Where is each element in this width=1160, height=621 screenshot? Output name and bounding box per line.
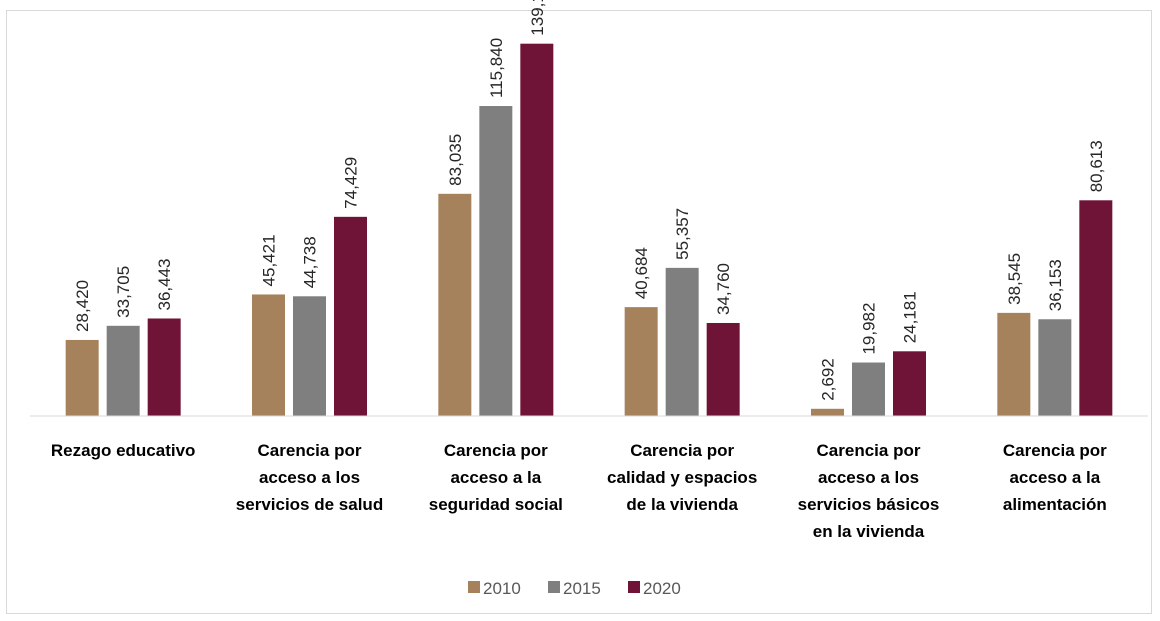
value-label-2015-cat-1: 33,705 [114,266,133,318]
legend: 2010 2015 2020 [468,579,681,598]
category-label-line: acceso a los [259,468,360,487]
bar-2020-cat-5 [893,351,926,416]
legend-label-2010: 2010 [483,579,521,598]
value-label-2020-cat-5: 24,181 [901,291,920,343]
bar-2015-cat-6 [1038,319,1072,416]
category-label-line: servicios de salud [236,495,383,514]
value-label-2010-cat-3: 83,035 [446,134,465,186]
legend-swatch-2015 [548,581,560,593]
value-label-2015-cat-6: 36,153 [1046,259,1065,311]
category-labels-layer: Rezago educativo Carencia por acceso a los… [51,441,1107,541]
value-label-2010-cat-1: 28,420 [73,280,92,332]
bar-2020-cat-1 [147,318,181,416]
bar-2015-cat-3 [479,106,513,416]
category-label-line: calidad y espacios [607,468,757,487]
value-label-2010-cat-6: 38,545 [1005,253,1024,305]
category-label-line: Rezago educativo [51,441,196,460]
value-label-2015-cat-4: 55,357 [673,208,692,260]
value-label-2015-cat-5: 19,982 [860,303,879,355]
legend-swatch-2010 [468,581,480,593]
bar-2010-cat-6 [997,312,1031,416]
category-label-line: acceso a la [1009,468,1100,487]
category-label-4: Carencia por calidad y espacios de la vivi… [607,441,757,514]
category-label-line: Carencia por [444,441,548,460]
bar-2015-cat-5 [852,362,885,416]
value-label-2020-cat-4: 34,760 [714,263,733,315]
bar-2020-cat-6 [1079,200,1113,416]
category-label-line: seguridad social [429,495,563,514]
category-label-line: acceso a los [818,468,919,487]
value-label-2010-cat-2: 45,421 [260,234,279,286]
bar-2010-cat-1 [65,339,99,416]
chart-frame [6,10,1152,614]
value-label-2020-cat-3: 139,137 [528,0,547,36]
category-label-line: alimentación [1003,495,1107,514]
legend-swatch-2020 [628,581,640,593]
value-label-2015-cat-3: 115,840 [487,38,506,98]
category-label-line: de la vivienda [626,495,738,514]
category-label-line: Carencia por [1003,441,1107,460]
category-label-5: Carencia por acceso a los servicios básico… [798,441,940,541]
value-label-2020-cat-1: 36,443 [155,258,174,310]
bar-2010-cat-4 [624,307,658,416]
category-label-line: servicios básicos [798,495,940,514]
bar-2020-cat-2 [334,216,367,416]
bar-2015-cat-4 [665,267,699,416]
category-label-2: Carencia por acceso a los servicios de sal… [236,441,383,514]
value-label-2010-cat-4: 40,684 [632,247,651,299]
category-label-line: en la vivienda [813,522,925,541]
value-label-2020-cat-6: 80,613 [1087,140,1106,192]
legend-label-2020: 2020 [643,579,681,598]
category-label-line: Carencia por [258,441,362,460]
bar-2015-cat-1 [106,325,140,416]
category-label-6: Carencia por acceso a la alimentación [1003,441,1107,514]
category-label-3: Carencia por acceso a la seguridad social [429,441,563,514]
value-label-2015-cat-2: 44,738 [301,236,320,288]
bar-2010-cat-2 [252,294,285,416]
bar-2020-cat-4 [706,322,740,416]
bar-2010-cat-5 [811,408,844,416]
bar-2010-cat-3 [438,193,472,416]
category-label-1: Rezago educativo [51,441,196,460]
bars-layer [65,43,1113,417]
bar-2020-cat-3 [520,43,554,417]
legend-label-2015: 2015 [563,579,601,598]
value-label-2020-cat-2: 74,429 [342,157,361,209]
value-label-2010-cat-5: 2,692 [819,358,838,401]
category-label-line: acceso a la [450,468,541,487]
bar-2015-cat-2 [293,296,326,416]
category-label-line: Carencia por [630,441,734,460]
category-label-line: Carencia por [817,441,921,460]
value-labels-layer: 28,420 33,705 36,443 45,421 44,738 74,429 83,0… [73,0,1106,401]
